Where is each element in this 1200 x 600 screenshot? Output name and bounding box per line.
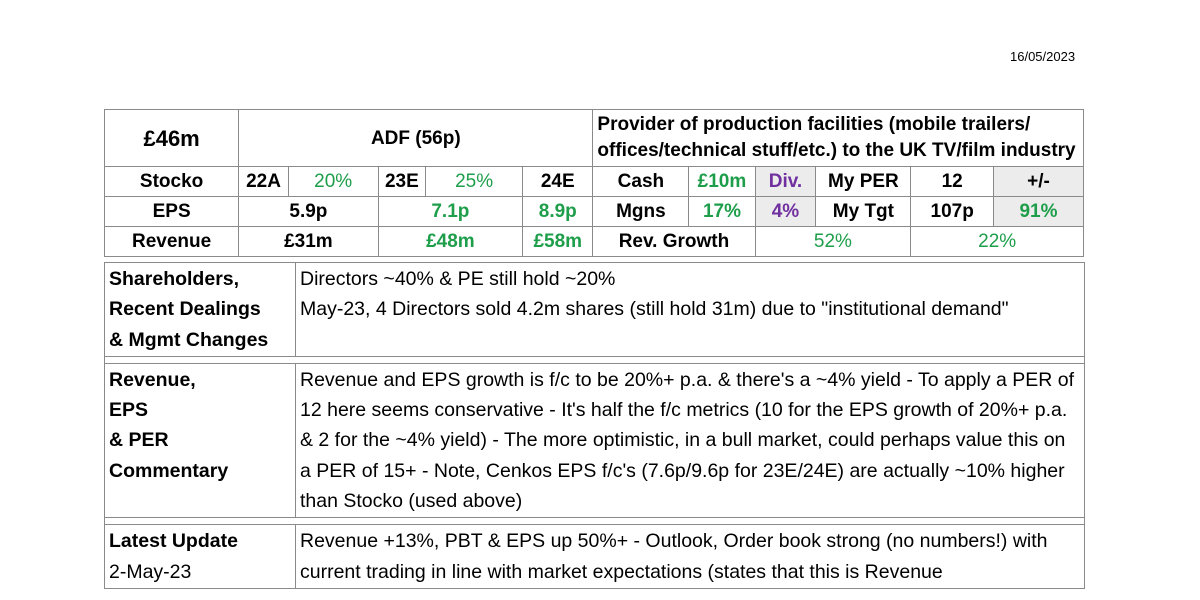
margins-label: Mgns <box>592 196 690 227</box>
stocko-label: Stocko <box>103 166 240 197</box>
update-label: Latest Update 2-May-23 <box>104 524 296 589</box>
shareholders-text: Directors ~40% & PE still hold ~20% May-… <box>295 262 1085 357</box>
my-target-value: 107p <box>910 196 994 227</box>
notes-table: Shareholders, Recent Dealings & Mgmt Cha… <box>104 262 1085 589</box>
commentary-label-line2: EPS <box>109 399 149 422</box>
my-target-label: My Tgt <box>815 196 912 227</box>
revenue-23e: £48m <box>377 226 524 257</box>
eps-22a: 5.9p <box>238 196 379 227</box>
eps-row: EPS 5.9p 7.1p 8.9p Mgns 17% 4% My Tgt 10… <box>103 196 1085 227</box>
eps-24e: 8.9p <box>522 196 594 227</box>
report-date: 16/05/2023 <box>1010 49 1076 64</box>
company-description: Provider of production facilities (mobil… <box>592 109 1084 167</box>
shareholders-line2: May-23, 4 Directors sold 4.2m shares (st… <box>300 298 1009 321</box>
my-per-label: My PER <box>815 166 912 197</box>
eps-23e: 7.1p <box>377 196 524 227</box>
revenue-22a: £31m <box>238 226 379 257</box>
rev-growth-23e: 52% <box>754 226 912 257</box>
shareholders-line1: Directors ~40% & PE still hold ~20% <box>300 268 616 290</box>
div-value: 4% <box>754 196 817 227</box>
year-23e: 23E <box>377 166 427 197</box>
update-date: 2-May-23 <box>109 560 192 583</box>
market-cap: £46m <box>103 109 240 167</box>
margins-value: 17% <box>688 196 756 227</box>
cash-value: £10m <box>688 166 756 197</box>
plus-minus-value: 91% <box>992 196 1085 227</box>
eps-label: EPS <box>103 196 240 227</box>
commentary-label-line1: Revenue, <box>109 368 196 391</box>
revenue-row: Revenue £31m £48m £58m Rev. Growth 52% 2… <box>103 226 1084 257</box>
header-row: £46m ADF (56p) Provider of production fa… <box>103 109 1084 167</box>
rev-growth-label: Rev. Growth <box>592 226 756 257</box>
commentary-label-line4: Commentary <box>109 459 229 482</box>
year-24e: 24E <box>522 166 594 197</box>
shareholders-section: Shareholders, Recent Dealings & Mgmt Cha… <box>104 262 1085 357</box>
growth-22a: 20% <box>287 166 379 197</box>
update-label-line1: Latest Update <box>109 530 238 553</box>
update-text: Revenue +13%, PBT & EPS up 50%+ - Outloo… <box>295 524 1085 589</box>
company-title: ADF (56p) <box>238 109 594 167</box>
shareholders-label: Shareholders, Recent Dealings & Mgmt Cha… <box>104 262 296 357</box>
gap-cell <box>104 517 1085 526</box>
commentary-label: Revenue, EPS & PER Commentary <box>104 362 296 519</box>
growth-23e: 25% <box>425 166 524 197</box>
cash-label: Cash <box>592 166 690 197</box>
commentary-label-line3: & PER <box>109 429 169 452</box>
shareholders-label-line3: & Mgmt Changes <box>109 328 269 351</box>
commentary-section: Revenue, EPS & PER Commentary Revenue an… <box>104 362 1085 519</box>
revenue-24e: £58m <box>522 226 594 257</box>
year-22a: 22A <box>238 166 289 197</box>
summary-table: £46m ADF (56p) Provider of production fa… <box>103 109 1085 257</box>
revenue-label: Revenue <box>103 226 240 257</box>
div-label: Div. <box>754 166 817 197</box>
stocko-row: Stocko 22A 20% 23E 25% 24E Cash £10m Div… <box>103 166 1085 197</box>
rev-growth-24e: 22% <box>910 226 1084 257</box>
shareholders-label-line2: Recent Dealings <box>109 298 261 321</box>
gap-cell <box>104 355 1085 364</box>
commentary-text: Revenue and EPS growth is f/c to be 20%+… <box>295 362 1085 519</box>
my-per-value: 12 <box>910 166 994 197</box>
update-section: Latest Update 2-May-23 Revenue +13%, PBT… <box>104 524 1085 589</box>
plus-minus-label: +/- <box>992 166 1085 197</box>
shareholders-label-line1: Shareholders, <box>109 268 240 290</box>
section-gap <box>104 517 1085 526</box>
section-gap <box>104 355 1085 364</box>
